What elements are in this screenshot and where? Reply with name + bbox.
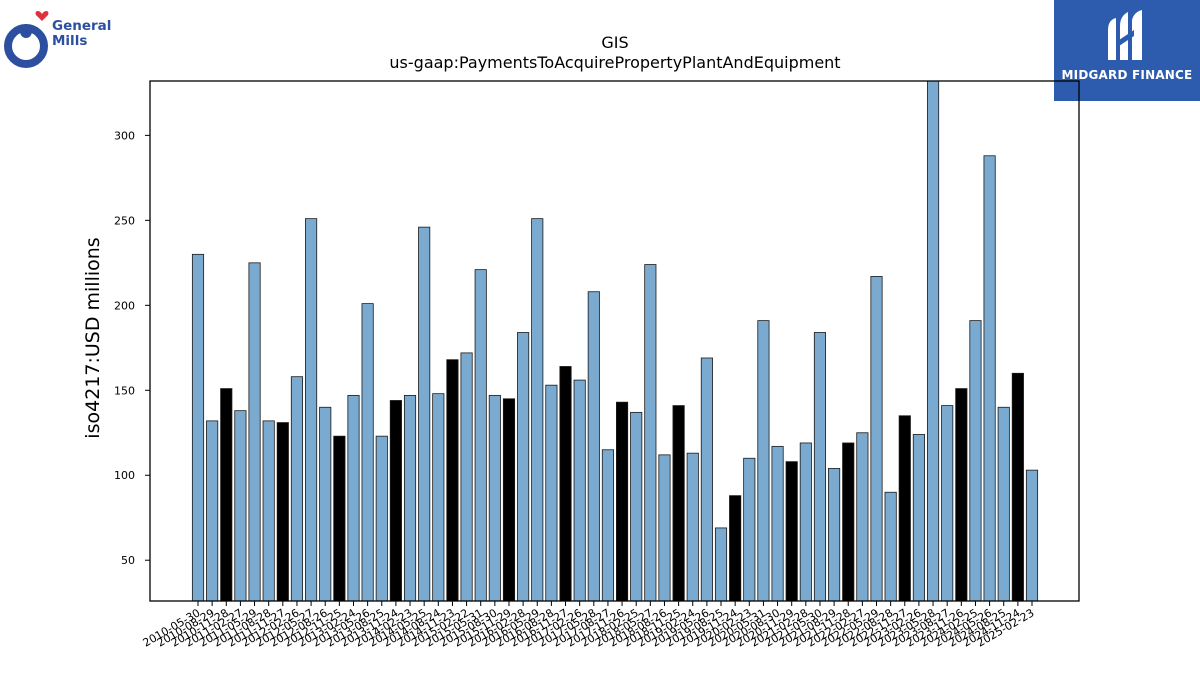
bar-2013-11-24	[389, 400, 402, 602]
general-mills-logo: General Mills	[4, 4, 124, 68]
bar-2014-11-23	[446, 359, 459, 602]
bar-2024-08-25	[997, 406, 1010, 602]
bar-2012-02-26	[290, 376, 304, 602]
bar-2015-02-22	[460, 352, 473, 602]
general-mills-line1: General	[52, 18, 112, 34]
bar-2021-08-29	[828, 468, 841, 602]
bar-2018-02-25	[630, 411, 643, 602]
bar-2017-11-26	[616, 401, 629, 602]
bar-2013-05-26	[361, 303, 374, 602]
midgard-finance-wordmark: MIDGARD FINANCE	[1061, 68, 1193, 82]
bar-2024-02-25	[969, 320, 982, 602]
bar-2017-05-28	[587, 291, 600, 602]
bar-2018-08-26	[658, 454, 671, 602]
bar-2016-02-28	[517, 332, 530, 602]
bar-2013-02-24	[347, 394, 360, 602]
bar-2014-05-25	[418, 226, 431, 602]
bars-group	[191, 80, 1039, 602]
bar-2019-02-24	[686, 452, 699, 602]
y-tick-label: 200	[114, 299, 135, 312]
bar-2016-11-27	[559, 366, 572, 602]
bar-2012-05-27	[305, 218, 318, 602]
bar-2020-05-31	[757, 320, 770, 602]
midgard-emblem-icon	[1108, 10, 1142, 60]
bar-2022-02-27	[856, 432, 869, 602]
bar-2022-05-29	[870, 276, 883, 602]
bar-2020-11-29	[785, 461, 798, 602]
bar-2024-05-26	[983, 155, 996, 602]
bar-2014-08-24	[432, 393, 445, 602]
bar-2022-08-28	[884, 491, 897, 602]
y-tick-label: 100	[114, 469, 135, 482]
x-axis: 2010-05-302010-08-292010-11-282011-02-27…	[141, 601, 1037, 650]
bar-2020-02-23	[743, 457, 756, 602]
bar-2022-11-27	[898, 415, 911, 602]
bar-2017-02-26	[573, 379, 586, 602]
bar-2010-11-28	[220, 388, 233, 602]
chart-subtitle: us-gaap:PaymentsToAcquirePropertyPlantAn…	[389, 53, 840, 72]
bar-2023-02-26	[912, 434, 925, 602]
plot-frame	[149, 80, 1080, 602]
general-mills-wordmark: General Mills	[52, 19, 111, 49]
bar-2024-11-24	[1011, 372, 1024, 602]
midgard-finance-logo: MIDGARD FINANCE	[1054, 0, 1200, 101]
bar-2016-08-28	[545, 384, 558, 602]
bar-2010-08-29	[206, 420, 219, 602]
bar-2015-08-30	[488, 394, 501, 602]
bar-2018-05-27	[644, 264, 657, 602]
bar-2020-08-30	[771, 445, 784, 602]
bar-2011-08-28	[262, 420, 275, 602]
bar-2010-05-30	[191, 253, 205, 602]
bar-2019-11-24	[729, 495, 742, 602]
bar-2012-08-26	[319, 406, 332, 602]
bar-2012-11-25	[333, 435, 346, 602]
bar-2023-08-27	[941, 405, 954, 602]
bar-2017-08-27	[601, 449, 614, 602]
y-tick-label: 150	[114, 384, 135, 397]
bar-2023-05-28	[927, 80, 940, 602]
y-axis-label: iso4217:USD millions	[82, 237, 104, 438]
bar-2011-02-27	[234, 410, 247, 602]
bar-2021-11-28	[842, 442, 855, 602]
y-tick-label: 300	[114, 129, 135, 142]
bar-2019-08-25	[714, 527, 728, 602]
bar-2015-05-31	[474, 269, 487, 602]
bar-2011-11-27	[276, 422, 289, 602]
bar-2023-11-26	[955, 388, 968, 602]
bar-2016-05-29	[531, 218, 544, 602]
bar-2019-05-26	[700, 357, 713, 602]
bar-2013-08-25	[375, 435, 388, 602]
bar-2015-11-29	[502, 398, 516, 602]
chart-title: GIS	[601, 33, 628, 52]
general-mills-g-icon	[4, 11, 49, 68]
bar-2018-11-25	[672, 405, 685, 602]
y-axis: 50 100 150 200 250 300	[114, 129, 150, 567]
bar-2021-05-30	[813, 332, 827, 602]
y-tick-label: 250	[114, 214, 135, 227]
y-tick-label: 50	[121, 554, 135, 567]
general-mills-line2: Mills	[52, 33, 88, 49]
bar-2014-02-23	[403, 394, 417, 602]
bar-2021-02-28	[799, 442, 812, 602]
bar-2011-05-29	[248, 262, 261, 602]
bar-2025-02-23	[1025, 469, 1039, 602]
